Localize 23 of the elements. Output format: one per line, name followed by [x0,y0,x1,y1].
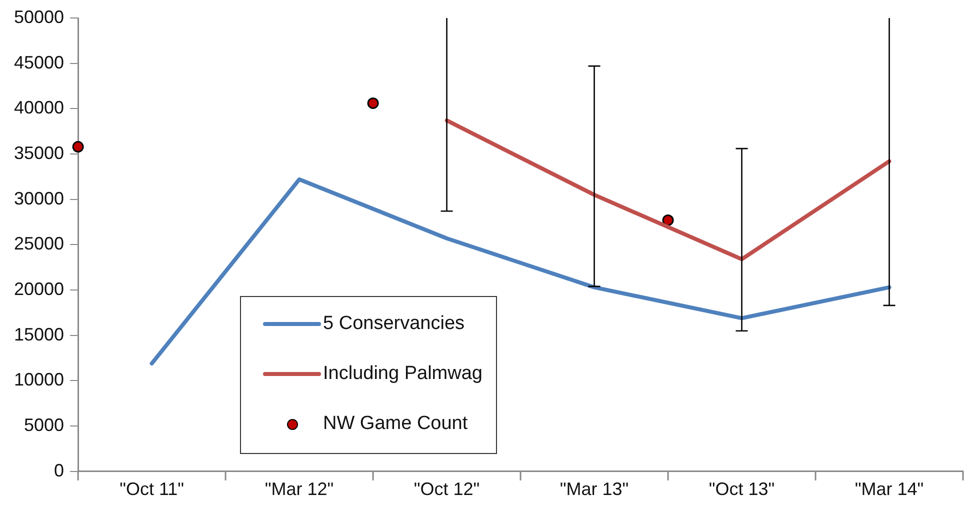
y-tick-label: 0 [54,460,64,480]
x-tick-label: "Mar 13" [560,479,629,500]
point [72,141,84,153]
y-tick-label: 25000 [14,234,64,254]
y-tick-label: 5000 [24,415,64,436]
legend-label: NW Game Count [323,413,468,435]
y-tick-label: 45000 [14,52,64,72]
y-tick-label: 30000 [14,188,64,208]
y-tick-label: 10000 [14,370,64,390]
legend-label: Including Palmwag [323,363,482,385]
y-tick-label: 50000 [14,6,64,27]
point [367,97,379,109]
y-tick-label: 20000 [14,279,64,300]
legend-label: 5 Conservancies [323,313,465,335]
x-tick-label: "Oct 12" [414,479,480,500]
x-tick-label: "Oct 13" [708,479,775,500]
x-tick-label: "Oct 11" [120,479,184,500]
y-tick-label: 40000 [14,98,64,118]
x-tick-label: "Mar 14" [854,479,924,500]
y-tick-label: 35000 [14,142,64,163]
y-tick-label: 15000 [14,324,64,344]
x-tick-label: "Mar 12" [264,479,334,500]
point [662,214,674,226]
